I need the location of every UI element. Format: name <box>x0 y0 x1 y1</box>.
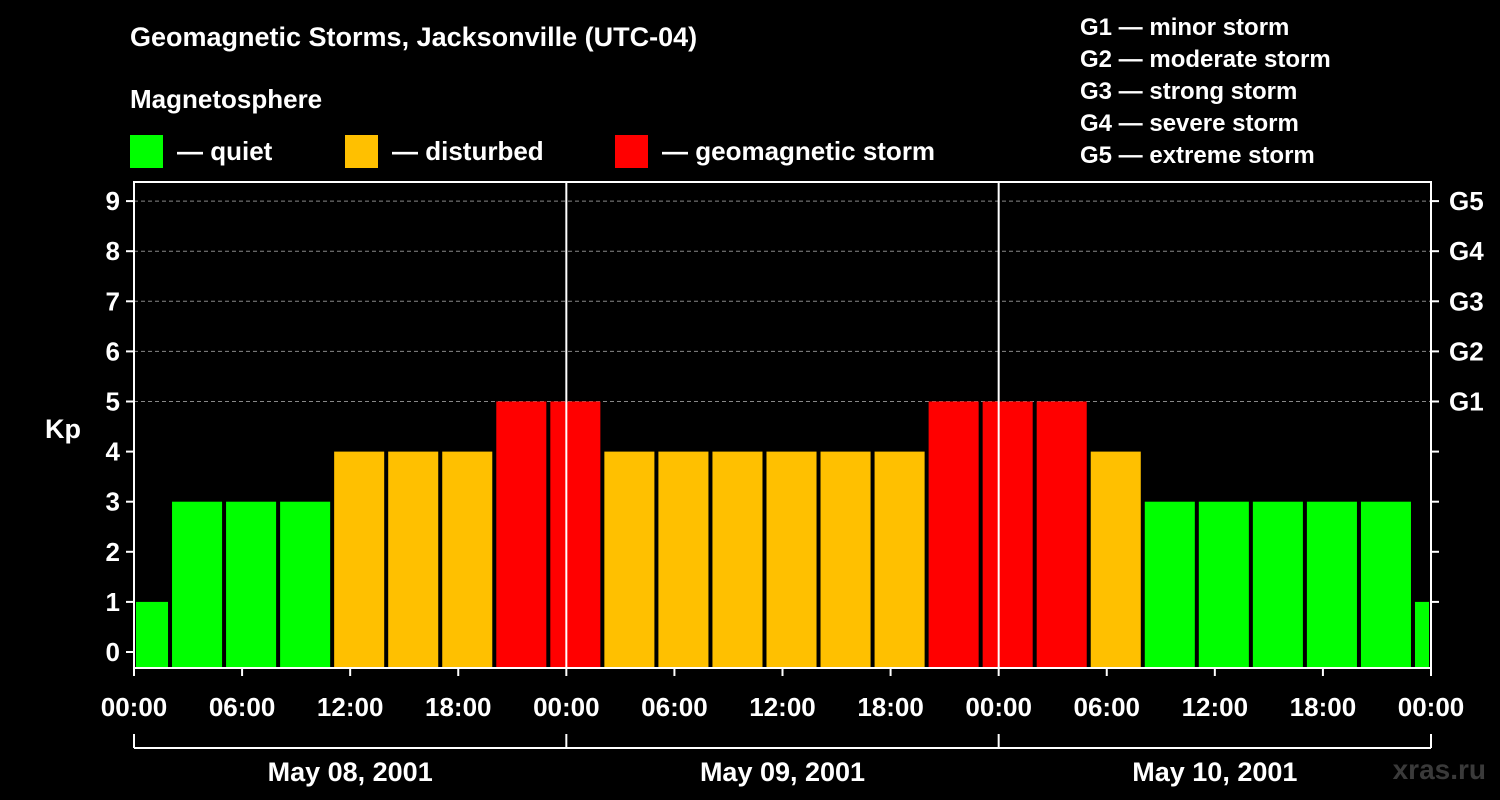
legend-item-disturbed: — disturbed <box>345 134 544 168</box>
watermark: xras.ru <box>1392 754 1486 785</box>
y-tick-label: 4 <box>106 437 121 467</box>
kp-bar <box>496 401 547 668</box>
kp-bar <box>1036 401 1087 668</box>
g-tick-label: G3 <box>1449 286 1484 316</box>
g-scale-item-g2: G2 — moderate storm <box>1080 46 1331 73</box>
kp-bar <box>820 451 871 668</box>
g-scale-legend: G1 — minor storm G2 — moderate storm G3 … <box>1080 12 1331 172</box>
x-tick-label: 12:00 <box>749 692 816 722</box>
x-tick-label: 00:00 <box>965 692 1032 722</box>
kp-bar <box>1306 501 1357 668</box>
kp-bar <box>1252 501 1303 668</box>
x-tick-label: 00:00 <box>533 692 600 722</box>
g-tick-label: G1 <box>1449 387 1484 417</box>
x-tick-label: 12:00 <box>317 692 384 722</box>
kp-bar <box>442 451 493 668</box>
x-tick-label: 00:00 <box>101 692 168 722</box>
x-tick-label: 06:00 <box>209 692 276 722</box>
kp-bar <box>226 501 277 668</box>
x-tick-label: 12:00 <box>1182 692 1249 722</box>
kp-bar <box>388 451 439 668</box>
legend-item-storm: — geomagnetic storm <box>615 134 935 168</box>
magnetosphere-label: Magnetosphere <box>130 84 323 114</box>
x-tick-label: 00:00 <box>1398 692 1465 722</box>
date-label: May 08, 2001 <box>268 757 433 787</box>
g-tick-label: G2 <box>1449 336 1484 366</box>
kp-bar <box>280 501 331 668</box>
kp-bar <box>982 401 1033 668</box>
kp-bar <box>874 451 925 668</box>
legend-label-storm: — geomagnetic storm <box>662 135 936 166</box>
y-tick-label: 9 <box>106 186 120 216</box>
g-tick-label: G5 <box>1449 186 1484 216</box>
date-label: May 10, 2001 <box>1132 757 1297 787</box>
date-label: May 09, 2001 <box>700 757 865 787</box>
kp-bar <box>1198 501 1249 668</box>
kp-bar <box>1090 451 1141 668</box>
kp-bar <box>334 451 385 668</box>
g-scale-item-g5: G5 — extreme storm <box>1080 142 1315 169</box>
y-tick-label: 5 <box>106 387 120 417</box>
x-tick-label: 06:00 <box>1074 692 1141 722</box>
y-tick-label: 1 <box>106 587 120 617</box>
legend-swatch-storm <box>615 134 648 168</box>
y-tick-label: 7 <box>106 286 120 316</box>
g-scale-item-g3: G3 — strong storm <box>1080 78 1298 105</box>
g-scale-item-g4: G4 — severe storm <box>1080 110 1299 137</box>
kp-bar <box>1414 601 1429 668</box>
chart-title: Geomagnetic Storms, Jacksonville (UTC-04… <box>130 22 698 52</box>
x-tick-label: 18:00 <box>1290 692 1357 722</box>
g-tick-label: G4 <box>1449 236 1484 266</box>
y-tick-label: 3 <box>106 487 120 517</box>
kp-bar <box>766 451 817 668</box>
y-tick-label: 8 <box>106 236 120 266</box>
legend-item-quiet: — quiet <box>130 134 272 168</box>
legend-label-disturbed: — disturbed <box>392 135 544 166</box>
kp-bar <box>658 451 709 668</box>
kp-bar <box>172 501 223 668</box>
legend-label-quiet: — quiet <box>177 135 273 166</box>
legend-swatch-quiet <box>130 134 163 168</box>
kp-bar <box>1144 501 1195 668</box>
kp-bar <box>604 451 655 668</box>
kp-bar <box>1360 501 1411 668</box>
g-scale-item-g1: G1 — minor storm <box>1080 14 1290 41</box>
kp-bar <box>136 601 169 668</box>
y-tick-label: 6 <box>106 336 120 366</box>
y-tick-label: 2 <box>106 537 120 567</box>
kp-bar <box>928 401 979 668</box>
legend-swatch-disturbed <box>345 134 378 168</box>
y-axis-label: Kp <box>45 414 81 444</box>
x-tick-label: 06:00 <box>641 692 708 722</box>
kp-bar <box>550 401 601 668</box>
x-tick-label: 18:00 <box>857 692 924 722</box>
y-tick-label: 0 <box>106 637 120 667</box>
x-tick-label: 18:00 <box>425 692 492 722</box>
kp-bar <box>712 451 763 668</box>
